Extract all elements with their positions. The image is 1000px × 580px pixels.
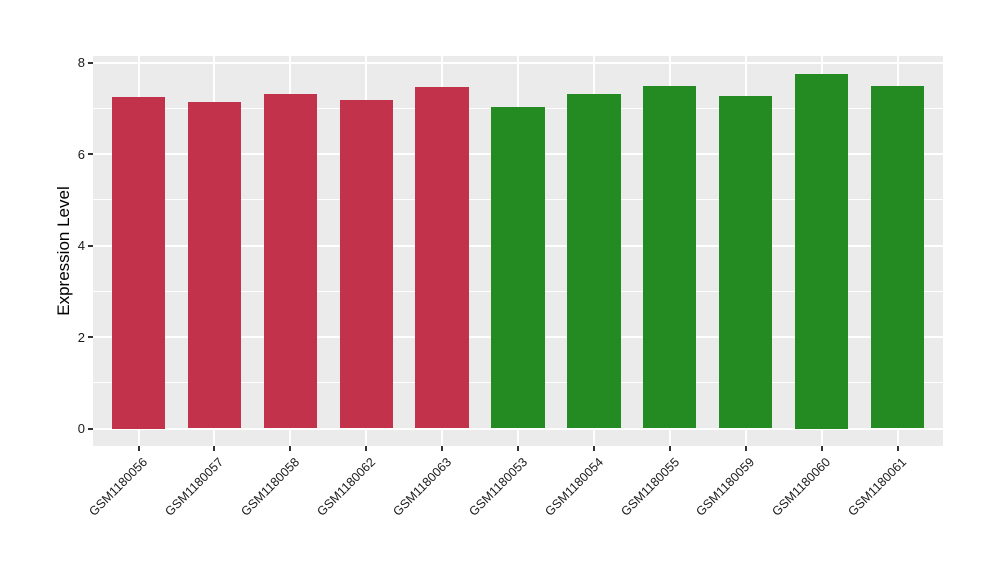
bar [567, 94, 621, 429]
x-tick-label: GSM1180053 [466, 455, 530, 519]
bar [719, 95, 773, 429]
x-tick-label: GSM1180058 [238, 455, 303, 519]
y-tick-mark [88, 244, 93, 247]
bar [263, 93, 317, 429]
x-tick-mark [365, 446, 368, 451]
x-tick-label: GSM1180057 [162, 455, 227, 519]
x-tick-mark [820, 446, 823, 451]
y-tick-mark [88, 61, 93, 64]
bar [339, 100, 393, 429]
x-tick-label: GSM1180063 [390, 455, 455, 519]
bar [491, 106, 545, 429]
x-tick-mark [668, 446, 671, 451]
y-tick-label: 4 [77, 238, 85, 253]
bar [643, 85, 697, 429]
x-tick-mark [441, 446, 444, 451]
x-tick-label: GSM1180060 [769, 455, 834, 519]
y-tick-mark [88, 336, 93, 338]
y-tick-label: 0 [77, 421, 85, 436]
bar [794, 73, 849, 429]
x-tick-label: GSM1180059 [693, 455, 758, 519]
x-tick-mark [896, 446, 899, 451]
plot-panel [93, 56, 943, 446]
y-tick-label: 8 [77, 55, 85, 70]
x-tick-mark [213, 446, 216, 451]
bar [187, 102, 242, 429]
x-tick-label: GSM1180061 [845, 455, 910, 519]
x-tick-mark [592, 446, 595, 451]
x-tick-label: GSM1180056 [86, 455, 151, 519]
y-tick-mark [88, 427, 93, 430]
x-tick-mark [137, 446, 140, 451]
bar [870, 86, 925, 429]
y-tick-label: 6 [77, 146, 85, 162]
bar [415, 86, 469, 429]
bar [111, 96, 166, 429]
x-tick-label: GSM1180054 [542, 455, 606, 519]
y-tick-mark [88, 153, 93, 155]
x-tick-mark [289, 446, 292, 451]
x-tick-mark [744, 446, 747, 451]
x-tick-label: GSM1180055 [617, 455, 682, 519]
y-tick-label: 2 [77, 329, 85, 345]
x-tick-mark [517, 446, 519, 451]
x-tick-label: GSM1180062 [314, 455, 379, 519]
